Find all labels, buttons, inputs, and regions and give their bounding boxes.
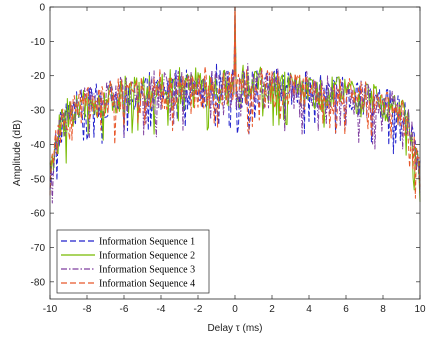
y-tick-label-2: -20 — [31, 71, 46, 82]
x-tick-label-1: -8 — [83, 304, 92, 315]
legend-entry-2: Information Sequence 2 — [61, 251, 195, 262]
y-axis-label: Amplitude (dB) — [12, 120, 23, 186]
x-tick-label-7: 4 — [306, 304, 312, 315]
legend-entry-1: Information Sequence 1 — [61, 237, 195, 248]
x-tick-label-0: -10 — [43, 304, 58, 315]
x-tick-label-5: 0 — [232, 304, 238, 315]
legend-label-1: Information Sequence 1 — [99, 237, 195, 248]
y-tick-label-5: -50 — [31, 174, 46, 185]
x-tick-label-2: -6 — [120, 304, 129, 315]
x-axis-label: Delay τ (ms) — [207, 323, 262, 334]
y-tick-label-8: -80 — [31, 277, 46, 288]
y-tick-label-0: 0 — [39, 3, 45, 14]
legend: Information Sequence 1 Information Seque… — [56, 229, 210, 294]
y-tick-label-3: -30 — [31, 106, 46, 117]
y-tick-label-7: -70 — [31, 243, 46, 254]
legend-label-2: Information Sequence 2 — [99, 251, 195, 262]
y-tick-label-1: -10 — [31, 37, 46, 48]
legend-label-4: Information Sequence 4 — [99, 279, 195, 290]
x-tick-label-6: 2 — [269, 304, 275, 315]
y-tick-label-6: -60 — [31, 209, 46, 220]
x-tick-label-9: 8 — [380, 304, 386, 315]
y-tick-label-4: -40 — [31, 140, 46, 151]
x-tick-label-3: -4 — [157, 304, 166, 315]
legend-entry-3: Information Sequence 3 — [61, 265, 195, 276]
x-tick-label-4: -2 — [194, 304, 203, 315]
legend-entry-4: Information Sequence 4 — [61, 279, 195, 290]
x-tick-label-10: 10 — [414, 304, 426, 315]
ticks-layer: -10 -8 -6 -4 -2 0 2 4 6 8 100-10-20-30-40-50-60-70… — [31, 3, 426, 316]
legend-label-3: Information Sequence 3 — [99, 265, 195, 276]
x-tick-label-8: 6 — [343, 304, 349, 315]
